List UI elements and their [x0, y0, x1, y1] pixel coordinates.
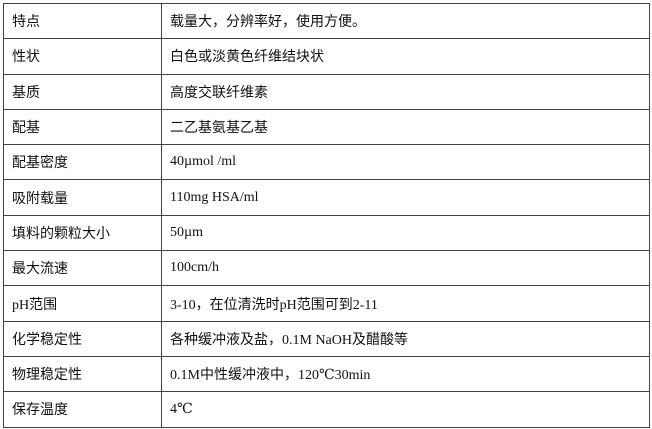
property-name: 配基 [3, 108, 162, 146]
table-row: 配基密度 40µmol /ml [3, 144, 650, 181]
table-row: 吸附载量 110mg HSA/ml [3, 179, 650, 216]
property-value: 二乙基氨基乙基 [161, 108, 650, 146]
property-name: 化学稳定性 [3, 320, 162, 357]
table-row: 填料的颗粒大小 50µm [3, 214, 650, 252]
table-row: 配基 二乙基氨基乙基 [3, 108, 650, 146]
table-row: 保存温度 4℃ [3, 391, 650, 428]
table-row: 特点 载量大，分辨率好，使用方便。 [3, 2, 650, 40]
property-name: 吸附载量 [3, 179, 162, 216]
property-name: 保存温度 [3, 391, 162, 428]
table-row: 物理稳定性 0.1M中性缓冲液中，120℃30min [3, 355, 650, 393]
properties-table: 特点 载量大，分辨率好，使用方便。 性状 白色或淡黄色纤维结块状 基质 高度交联纤维素 配基… [3, 2, 650, 428]
table-row: 性状 白色或淡黄色纤维结块状 [3, 38, 650, 75]
property-name: 物理稳定性 [3, 355, 162, 393]
property-value: 4℃ [161, 391, 650, 428]
property-value: 3-10，在位清洗时pH范围可到2-11 [161, 285, 650, 322]
property-value: 各种缓冲液及盐，0.1M NaOH及醋酸等 [161, 320, 650, 357]
property-name: 性状 [3, 38, 162, 75]
property-value: 100cm/h [161, 250, 650, 287]
table-row: pH范围 3-10，在位清洗时pH范围可到2-11 [3, 285, 650, 322]
property-name: pH范围 [3, 285, 162, 322]
property-name: 基质 [3, 73, 162, 110]
property-value: 0.1M中性缓冲液中，120℃30min [161, 355, 650, 393]
property-name: 特点 [3, 2, 162, 40]
property-value: 载量大，分辨率好，使用方便。 [161, 2, 650, 40]
property-name: 填料的颗粒大小 [3, 214, 162, 252]
property-value: 40µmol /ml [161, 144, 650, 181]
table-row: 化学稳定性 各种缓冲液及盐，0.1M NaOH及醋酸等 [3, 320, 650, 357]
table-row: 基质 高度交联纤维素 [3, 73, 650, 110]
property-value: 110mg HSA/ml [161, 179, 650, 216]
property-name: 配基密度 [3, 144, 162, 181]
table-row: 最大流速 100cm/h [3, 250, 650, 287]
property-value: 高度交联纤维素 [161, 73, 650, 110]
property-name: 最大流速 [3, 250, 162, 287]
property-value: 白色或淡黄色纤维结块状 [161, 38, 650, 75]
property-value: 50µm [161, 214, 650, 252]
